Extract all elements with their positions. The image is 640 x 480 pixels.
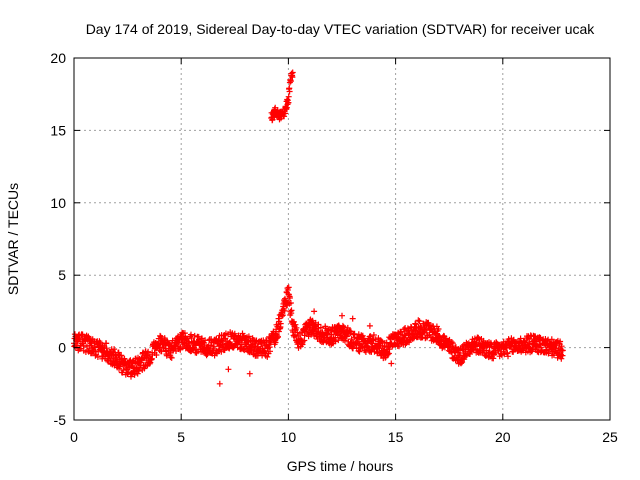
data-point bbox=[245, 333, 252, 340]
data-point bbox=[267, 348, 273, 355]
data-point bbox=[211, 343, 217, 350]
data-point bbox=[416, 318, 423, 325]
outlier-point bbox=[366, 322, 373, 329]
data-point bbox=[315, 321, 322, 328]
data-point bbox=[281, 113, 288, 120]
data-point bbox=[286, 88, 293, 95]
data-point bbox=[356, 348, 363, 355]
data-point bbox=[396, 343, 402, 350]
outlier-point bbox=[349, 315, 356, 322]
data-point bbox=[505, 353, 511, 360]
data-point bbox=[272, 339, 279, 346]
data-point bbox=[145, 348, 152, 355]
data-point bbox=[340, 324, 347, 331]
data-point bbox=[285, 99, 292, 106]
data-point bbox=[131, 371, 138, 378]
data-point bbox=[347, 328, 354, 335]
data-point bbox=[341, 337, 348, 344]
data-point bbox=[94, 354, 101, 360]
data-point bbox=[293, 324, 300, 331]
data-point bbox=[305, 321, 311, 328]
x-tick-label: 0 bbox=[70, 429, 78, 445]
data-point bbox=[243, 341, 250, 348]
data-point bbox=[285, 284, 292, 291]
data-point bbox=[153, 352, 160, 358]
data-point bbox=[558, 355, 565, 362]
data-point bbox=[231, 330, 238, 337]
y-tick-label: 10 bbox=[50, 195, 66, 211]
data-point bbox=[490, 355, 497, 362]
data-point bbox=[510, 336, 517, 343]
y-tick-label: 20 bbox=[50, 50, 66, 66]
data-point bbox=[275, 333, 281, 340]
data-point bbox=[264, 353, 271, 360]
outlier-point bbox=[246, 370, 253, 377]
outlier-point bbox=[311, 308, 318, 315]
data-point bbox=[435, 326, 442, 332]
x-tick-label: 15 bbox=[388, 429, 404, 445]
data-point bbox=[281, 307, 288, 314]
data-point bbox=[559, 347, 566, 354]
data-points bbox=[71, 69, 566, 387]
data-point bbox=[559, 352, 566, 359]
data-point bbox=[191, 332, 198, 339]
x-tick-label: 5 bbox=[177, 429, 185, 445]
data-point bbox=[279, 313, 285, 319]
data-point bbox=[378, 338, 385, 345]
data-point bbox=[557, 338, 564, 345]
data-point bbox=[279, 312, 286, 319]
data-point bbox=[372, 336, 379, 343]
outlier-point bbox=[456, 359, 463, 366]
x-axis-label: GPS time / hours bbox=[287, 458, 394, 474]
data-point bbox=[286, 295, 293, 301]
data-point bbox=[282, 110, 288, 117]
data-point bbox=[339, 322, 346, 329]
outlier-point bbox=[388, 360, 395, 367]
data-point bbox=[463, 352, 469, 359]
data-point bbox=[288, 307, 295, 314]
data-point bbox=[287, 78, 294, 85]
data-point bbox=[199, 335, 205, 342]
data-point bbox=[470, 346, 477, 353]
y-tick-label: 5 bbox=[58, 267, 66, 283]
data-point bbox=[203, 352, 210, 359]
data-point bbox=[289, 69, 296, 76]
data-point bbox=[448, 339, 455, 346]
data-point bbox=[292, 321, 299, 328]
data-point bbox=[370, 332, 377, 338]
data-point bbox=[287, 300, 294, 306]
data-point bbox=[252, 340, 259, 347]
data-point bbox=[449, 340, 456, 347]
data-point bbox=[536, 334, 543, 341]
y-tick-label: 15 bbox=[50, 122, 66, 138]
outlier-point bbox=[339, 312, 345, 319]
outlier-point bbox=[216, 380, 223, 387]
x-tick-label: 25 bbox=[602, 429, 618, 445]
data-point bbox=[277, 320, 284, 327]
chart-title: Day 174 of 2019, Sidereal Day-to-day VTE… bbox=[86, 21, 596, 37]
data-point bbox=[285, 93, 292, 100]
data-point bbox=[168, 354, 175, 361]
data-point bbox=[310, 327, 317, 333]
data-point bbox=[332, 338, 339, 345]
outlier-point bbox=[225, 366, 232, 373]
data-point bbox=[383, 339, 390, 346]
data-point bbox=[301, 337, 308, 344]
y-tick-label: -5 bbox=[54, 412, 67, 428]
y-axis-label: SDTVAR / TECUs bbox=[5, 183, 21, 295]
x-tick-label: 10 bbox=[281, 429, 297, 445]
data-point bbox=[548, 336, 555, 343]
data-point bbox=[111, 346, 118, 353]
y-tick-label: 0 bbox=[58, 340, 66, 356]
data-point bbox=[135, 368, 142, 374]
data-point bbox=[415, 317, 422, 324]
plot-frame bbox=[73, 57, 611, 421]
x-tick-label: 20 bbox=[495, 429, 511, 445]
data-point bbox=[317, 324, 324, 331]
